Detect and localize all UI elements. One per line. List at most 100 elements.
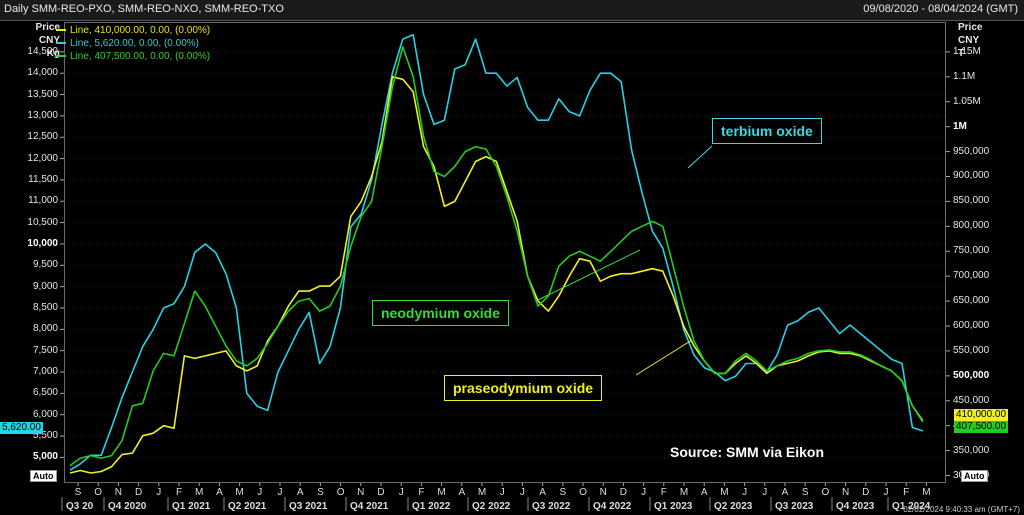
month-label: D (620, 487, 627, 498)
right-tick-label: 600,000 (953, 320, 990, 331)
month-label: A (297, 487, 304, 498)
month-label: F (176, 487, 182, 498)
right-tick-label: 1M (953, 120, 967, 132)
month-label: M (235, 487, 243, 498)
quarter-label: Q1 2021 (172, 501, 211, 512)
month-label: F (903, 487, 909, 498)
neodymium-leader-line (537, 249, 641, 301)
month-label: J (762, 487, 767, 498)
left-tick-label: 10,500 (27, 216, 58, 228)
right-tick-label: 500,000 (953, 369, 990, 381)
right-axis-header-price: Price (958, 22, 983, 33)
right-last-value-label-praseodymium: 410,000.00 (954, 409, 1009, 421)
month-label: J (278, 487, 283, 498)
quarter-label: Q1 2022 (412, 501, 451, 512)
left-tick-label: 6,000 (32, 408, 58, 420)
praseodymium-oxide-annotation: praseodymium oxide (444, 375, 603, 401)
left-tick-label: 7,500 (32, 344, 58, 356)
left-tick-label: 12,500 (27, 131, 58, 143)
quarter-label: Q2 2021 (228, 501, 267, 512)
quarter-label: Q1 2024 (892, 501, 931, 512)
left-tick-label: 14,500 (27, 45, 58, 57)
quarter-label: Q4 2022 (593, 501, 632, 512)
plot-area[interactable] (64, 22, 946, 483)
legend-swatch (56, 29, 66, 32)
right-tick-label: 1.15M (953, 45, 981, 57)
month-label: M (922, 487, 930, 498)
month-label: D (135, 487, 142, 498)
left-tick-label: 9,500 (32, 259, 58, 271)
quarter-label: Q3 2022 (532, 501, 571, 512)
quarter-label: Q2 2023 (714, 501, 753, 512)
right-tick-label: 350,000 (953, 444, 990, 456)
quarter-label: Q4 2020 (108, 501, 147, 512)
quarter-label: Q3 20 (66, 501, 94, 512)
right-tick-label: 450,000 (953, 394, 990, 406)
right-tick-label: 1.1M (953, 70, 976, 82)
quarter-label: Q1 2023 (654, 501, 693, 512)
annotation-leaders (537, 145, 713, 376)
month-label: J (399, 487, 404, 498)
month-label: S (802, 487, 809, 498)
left-tick-label: 13,000 (27, 109, 58, 121)
neodymium-oxide-line (69, 46, 924, 467)
quarter-label: Q3 2023 (775, 501, 814, 512)
left-tick-label: 13,500 (27, 88, 58, 100)
legend-label: Line, 5,620.00, 0.00, (0.00%) (70, 38, 199, 49)
month-label: A (458, 487, 465, 498)
left-tick-label: 9,000 (32, 280, 58, 292)
month-label: A (782, 487, 789, 498)
legend-label: Line, 410,000.00, 0.00, (0.00%) (70, 25, 211, 36)
right-tick-label: 650,000 (953, 295, 990, 307)
left-tick-label: 14,000 (27, 67, 58, 79)
left-tick-label: 5,500 (32, 430, 58, 442)
month-label: J (257, 487, 262, 498)
left-tick-label: 6,500 (32, 387, 58, 399)
legend-item-neodymium[interactable]: Line, 407,500.00, 0.00, (0.00%) (56, 51, 210, 62)
month-label: S (559, 487, 566, 498)
legend-swatch (56, 42, 66, 45)
terbium-leader-line (687, 145, 713, 169)
month-label: J (641, 487, 646, 498)
right-tick-label: 1.05M (953, 95, 981, 107)
month-label: N (115, 487, 122, 498)
left-auto-scale-button[interactable]: Auto (30, 470, 57, 482)
right-last-value-label-neodymium: 407,500.00 (954, 421, 1009, 433)
praseodymium-leader-line (635, 339, 693, 376)
date-range[interactable]: 09/08/2020 - 08/04/2024 (GMT) (863, 3, 1018, 15)
right-tick-label: 550,000 (953, 344, 990, 356)
legend-label: Line, 407,500.00, 0.00, (0.00%) (70, 51, 211, 62)
chart-window-title: Daily SMM-REO-PXO, SMM-REO-NXO, SMM-REO-… (4, 3, 284, 15)
quarter-label: Q4 2021 (350, 501, 389, 512)
left-axis-header-unit: Kg (46, 48, 60, 59)
right-tick-label: 800,000 (953, 220, 990, 232)
month-label: O (337, 487, 345, 498)
quarter-label: Q3 2021 (289, 501, 328, 512)
month-label: O (579, 487, 587, 498)
legend-item-terbium[interactable]: Line, 5,620.00, 0.00, (0.00%) (56, 38, 199, 49)
month-label: M (437, 487, 445, 498)
month-label: N (600, 487, 607, 498)
right-tick-label: 950,000 (953, 145, 990, 157)
left-axis-header-currency: CNY (38, 35, 60, 46)
month-label: M (720, 487, 728, 498)
month-label: A (539, 487, 546, 498)
month-label: J (884, 487, 889, 498)
timestamp: 02/02/2024 9:40:33 am (GMT+7) (903, 505, 1020, 514)
month-label: F (661, 487, 667, 498)
right-axis-header-currency: CNY (958, 35, 980, 46)
month-label: M (680, 487, 688, 498)
right-tick-label: 900,000 (953, 170, 990, 182)
left-tick-label: 5,000 (32, 451, 58, 463)
legend-item-praseodymium[interactable]: Line, 410,000.00, 0.00, (0.00%) (56, 25, 210, 36)
right-tick-label: 750,000 (953, 245, 990, 257)
left-last-value-label: 5,620.00 (0, 422, 43, 434)
left-tick-label: 11,000 (28, 195, 58, 207)
left-tick-label: 11,500 (28, 173, 58, 185)
quarter-label: Q4 2023 (836, 501, 875, 512)
month-label: M (478, 487, 486, 498)
right-auto-scale-button[interactable]: Auto (961, 470, 988, 482)
source-note: Source: SMM via Eikon (670, 444, 825, 460)
